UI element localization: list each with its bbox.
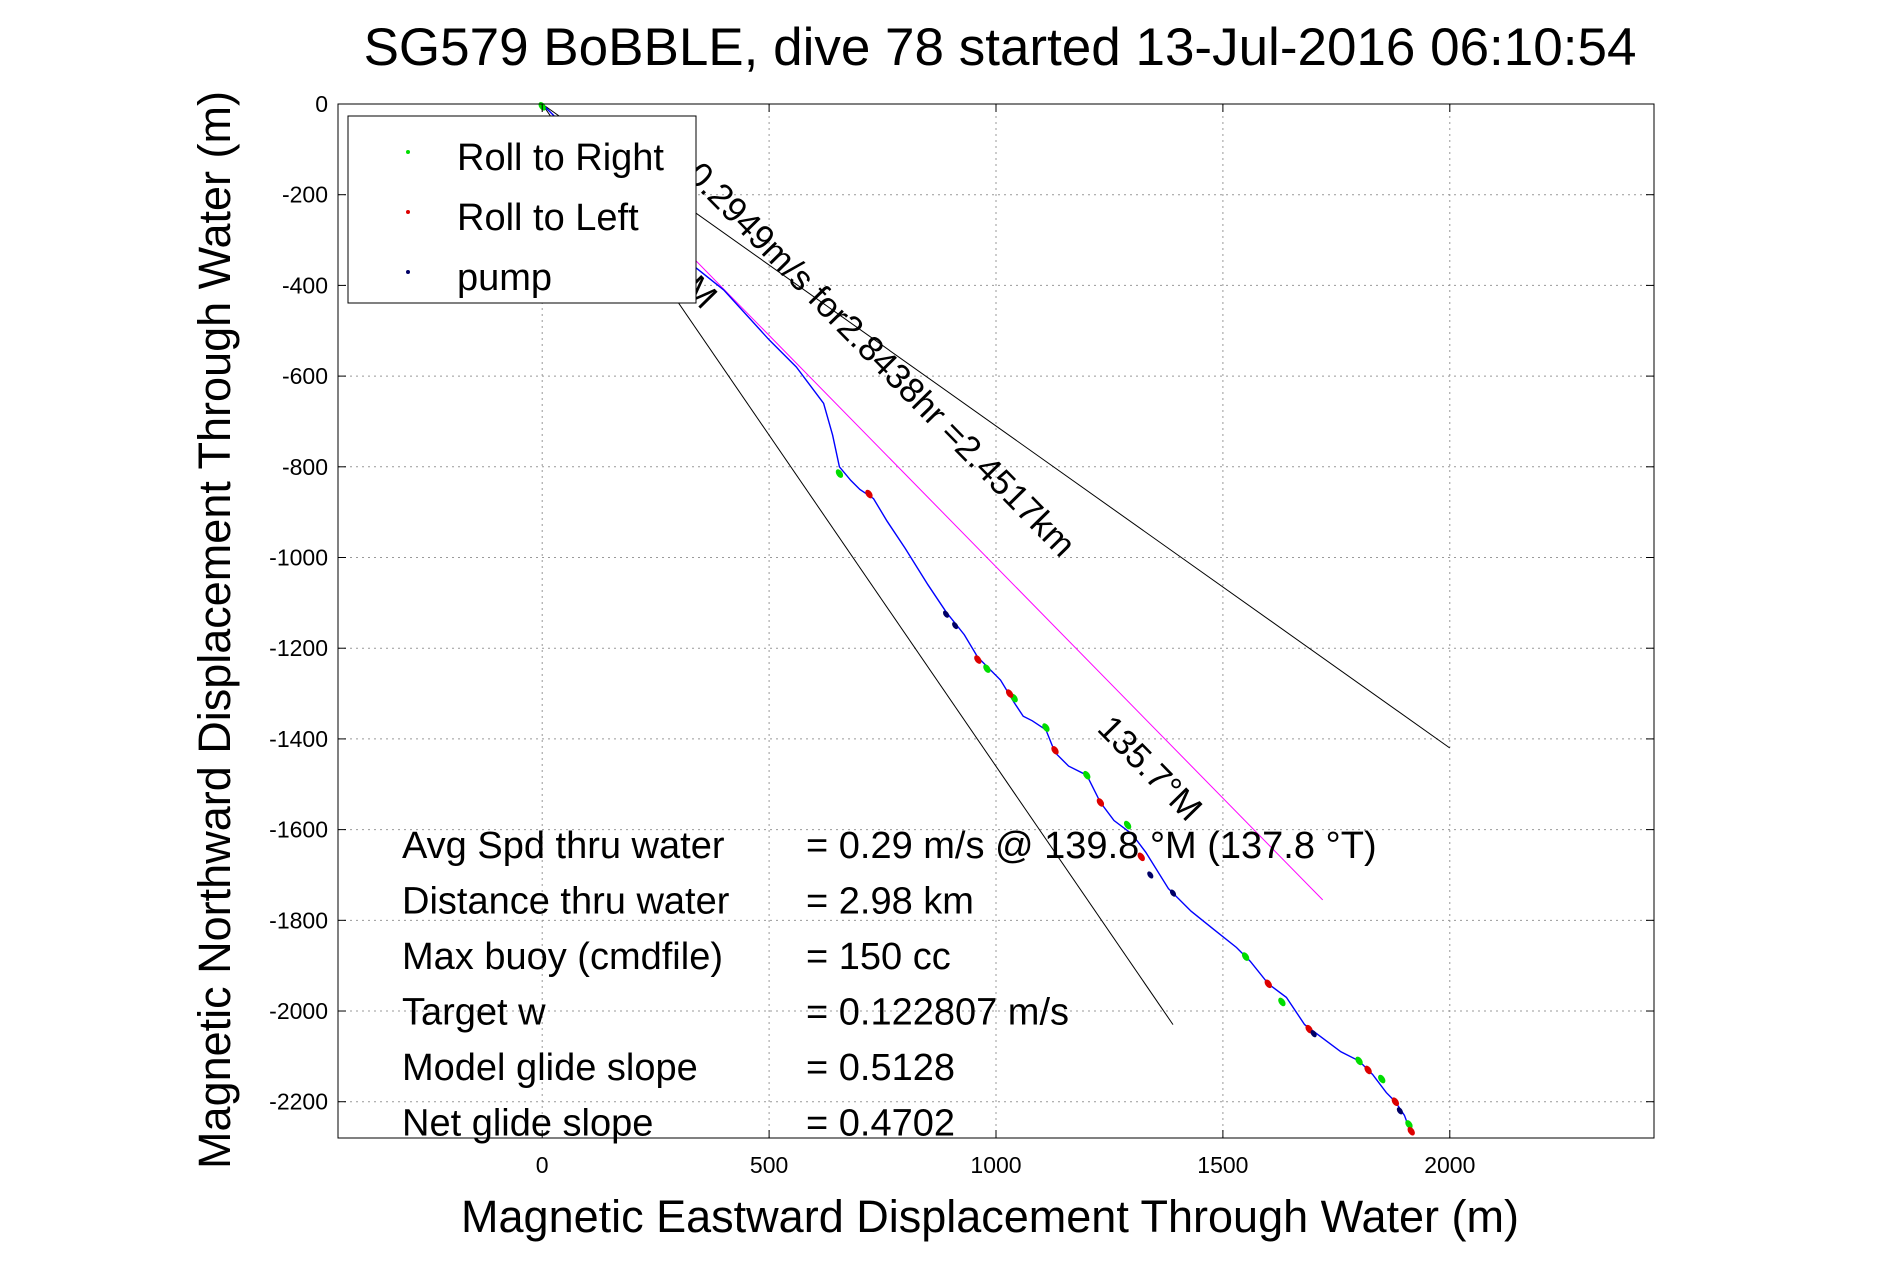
legend: Roll to Right Roll to Left pump [347, 115, 697, 304]
legend-box [347, 115, 697, 304]
x-tick-label: 2000 [1424, 1152, 1475, 1178]
y-axis-label: Magnetic Northward Displacement Through … [189, 91, 240, 1169]
roll-right-point [1278, 997, 1286, 1007]
roll-right-point [1083, 770, 1091, 780]
roll-left-point [974, 655, 982, 664]
roll-markers [538, 101, 1415, 1136]
roll-right-point [1355, 1056, 1363, 1066]
roll-right-point [1042, 723, 1050, 732]
roll-left-point [1391, 1097, 1400, 1107]
roll-left-point [1264, 979, 1272, 989]
y-tick-label: -2000 [269, 998, 328, 1024]
x-tick-label: 0 [536, 1152, 549, 1178]
y-tick-label: -1000 [269, 545, 328, 571]
stat-label: Max buoy (cmdfile) [402, 936, 723, 978]
roll-left-point [1096, 798, 1105, 807]
stat-value: = 0.5128 [806, 1047, 955, 1089]
stats-block: Avg Spd thru water = 0.29 m/s @ 139.8 °M … [402, 825, 1377, 1145]
grid [338, 103, 1654, 1138]
legend-marker [406, 150, 410, 154]
y-tick-label: -200 [282, 182, 328, 208]
roll-right-point [983, 664, 991, 673]
legend-marker [406, 270, 410, 274]
roll-right-point [1378, 1074, 1386, 1084]
stat-value: = 0.29 m/s @ 139.8 °M (137.8 °T) [806, 825, 1377, 867]
roll-left-point [1005, 689, 1014, 698]
legend-marker [406, 210, 410, 214]
chart-title: SG579 BoBBLE, dive 78 started 13-Jul-201… [364, 18, 1637, 77]
legend-label: Roll to Right [457, 137, 664, 179]
roll-left-point [1364, 1065, 1372, 1075]
stat-label: Avg Spd thru water [402, 825, 725, 867]
x-axis-label: Magnetic Eastward Displacement Through W… [461, 1191, 1519, 1242]
x-tick-label: 1500 [1197, 1152, 1248, 1178]
legend-label: pump [457, 257, 552, 299]
y-tick-label: -400 [282, 272, 328, 298]
legend-label: Roll to Left [457, 197, 639, 239]
roll-left-point [1137, 852, 1145, 862]
pump-point [1396, 1107, 1403, 1115]
roll-right-point [1241, 952, 1250, 961]
pump-point [1310, 1030, 1317, 1038]
roll-left-point [865, 489, 873, 499]
y-tick-label: -2200 [269, 1089, 328, 1115]
y-tick-label: -800 [282, 454, 328, 480]
pump-point [1169, 889, 1177, 897]
dive-track [541, 103, 1412, 1134]
y-tick-label: -1400 [269, 726, 328, 752]
roll-right-point [835, 469, 844, 478]
y-tick-label: 0 [315, 91, 328, 117]
x-tick-label: 1000 [970, 1152, 1021, 1178]
y-tick-label: -1200 [269, 635, 328, 661]
stat-label: Target w [402, 992, 546, 1034]
stat-value: = 0.122807 m/s [806, 992, 1069, 1034]
stat-label: Model glide slope [402, 1047, 698, 1089]
roll-left-point [1051, 745, 1059, 755]
x-tick-label: 500 [750, 1152, 788, 1178]
axis-ticks: 0 500 1000 1500 2000 0 -200 -400 -600 -800 -1000 -1… [269, 91, 1654, 1178]
y-tick-label: -1800 [269, 907, 328, 933]
roll-left-point [1407, 1126, 1415, 1136]
pump-point [943, 610, 950, 618]
series-track [541, 103, 1412, 1134]
roll-right-point [1405, 1120, 1413, 1129]
y-tick-label: -600 [282, 363, 328, 389]
roll-right-point [1123, 820, 1132, 830]
pump-point [952, 621, 959, 630]
stat-value: = 150 cc [806, 936, 951, 978]
stat-value: = 2.98 km [806, 881, 974, 923]
pump-point [1147, 871, 1154, 879]
stat-label: Distance thru water [402, 881, 730, 923]
y-tick-label: -1600 [269, 817, 328, 843]
